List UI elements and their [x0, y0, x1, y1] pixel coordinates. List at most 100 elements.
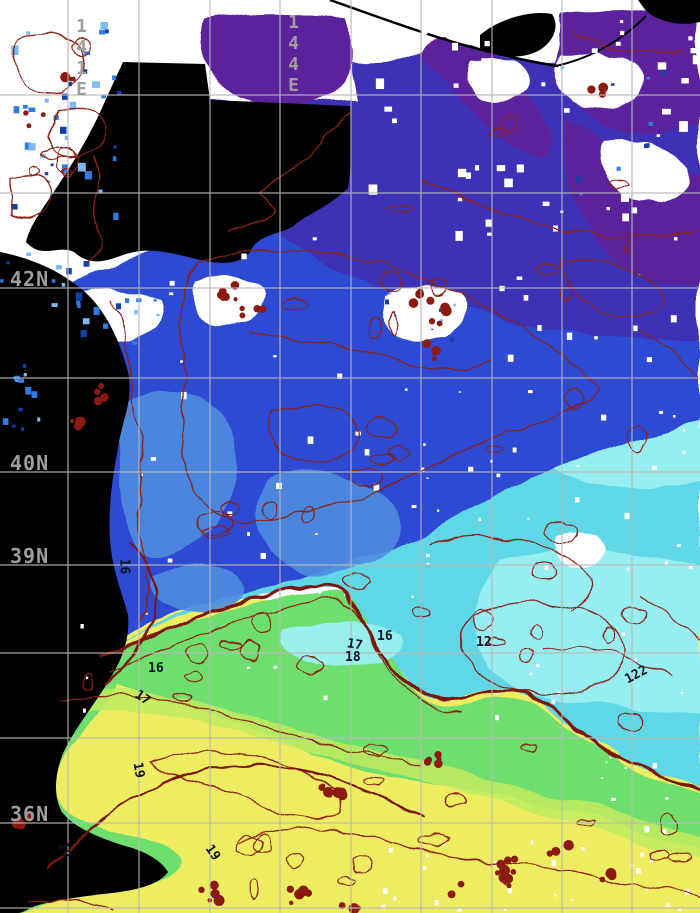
cold-speck — [28, 143, 36, 151]
cloud-speck — [644, 826, 650, 833]
contour-blob — [72, 38, 92, 57]
contour-blob — [388, 204, 414, 212]
cold-speck — [68, 81, 73, 87]
warm-anomaly-patch — [415, 289, 425, 299]
warm-anomaly-patch — [100, 393, 109, 402]
cloud-speck — [455, 230, 463, 241]
warm-anomaly-patch — [447, 890, 456, 899]
cold-speck — [648, 121, 654, 126]
cloud-speck — [478, 517, 482, 522]
cold-speck — [0, 279, 4, 283]
contour-blob — [342, 572, 370, 590]
contour-blob — [388, 311, 399, 335]
warm-anomaly-patch — [434, 750, 442, 759]
cloud-speck — [437, 509, 440, 512]
cold-speck — [51, 303, 58, 307]
cold-speck — [389, 291, 392, 295]
cloud-speck — [85, 676, 89, 680]
cold-speck — [385, 299, 389, 305]
cloud-speck — [600, 777, 604, 779]
warm-anomaly-patch — [431, 346, 441, 356]
contour-blob — [172, 692, 192, 702]
cold-speck — [56, 265, 62, 270]
latitude-label: 40N — [10, 451, 50, 475]
cloud-speck — [594, 336, 598, 340]
cloud-speck — [384, 106, 393, 112]
sst-contours — [11, 29, 700, 911]
cloud-speck — [633, 325, 638, 332]
contour-blob — [365, 416, 398, 439]
cloud-speck — [679, 121, 688, 132]
cloud-speck — [241, 253, 247, 260]
cloud-speck — [554, 894, 558, 897]
cloud-speck — [688, 566, 693, 569]
warm-anomaly-patch — [598, 82, 609, 93]
cold-speck — [21, 427, 25, 431]
warm-anomaly-patch — [425, 756, 433, 763]
cold-speck — [64, 135, 69, 140]
land-hokkaido — [26, 62, 352, 263]
cloud-speck — [682, 450, 686, 455]
cloud-speck — [441, 844, 445, 847]
warm-anomaly-patch — [93, 388, 101, 396]
contour-value-label: 16 — [377, 629, 393, 644]
contour-blob — [261, 501, 279, 520]
longitude-label: 144E — [283, 12, 304, 96]
contour-blob — [488, 638, 505, 647]
cloud-speck — [564, 108, 570, 113]
cold-speck — [50, 163, 54, 167]
cold-speck — [69, 101, 77, 111]
cold-speck — [450, 337, 455, 342]
contour-blob — [56, 147, 78, 176]
cold-speck — [44, 172, 49, 176]
warm-anomaly-patch — [304, 889, 313, 897]
cloud-speck — [485, 219, 492, 227]
cold-speck — [61, 282, 66, 287]
cloud-speck — [621, 632, 625, 636]
warm-anomaly-patch — [289, 900, 294, 905]
cold-speck — [18, 407, 23, 412]
cloud-speck — [275, 482, 282, 490]
warm-anomaly-patch — [239, 305, 245, 312]
cold-speck — [125, 298, 130, 304]
latitude-label: 36N — [10, 802, 50, 826]
warm-anomaly-patch — [587, 85, 596, 94]
contour-blob — [186, 643, 208, 665]
warm-anomaly-patch — [506, 883, 512, 889]
cloud-speck — [624, 766, 627, 769]
cloud-speck — [364, 449, 370, 456]
contour-blob — [529, 623, 543, 640]
warm-anomaly-patch — [428, 318, 436, 325]
cloud-speck — [666, 903, 670, 908]
contour-value-label: 19 — [54, 840, 74, 860]
cold-speck — [611, 83, 615, 86]
cold-speck — [453, 303, 456, 307]
cloud-speck — [580, 847, 585, 851]
cold-speck — [82, 318, 90, 325]
cloud-speck — [527, 518, 530, 520]
cloud-speck — [388, 847, 393, 853]
cloud-speck — [474, 165, 480, 171]
cloud-speck — [420, 467, 425, 472]
cold-speck — [46, 180, 51, 183]
cloud-speck — [544, 565, 549, 571]
cold-speck — [99, 29, 106, 35]
contour-blob — [363, 775, 384, 786]
cloud-speck — [453, 83, 459, 88]
cloud-speck — [659, 410, 664, 414]
cold-speck — [84, 171, 92, 180]
cloud-speck — [423, 443, 426, 446]
cold-speck — [103, 323, 109, 329]
contour-blob — [39, 147, 77, 159]
cloud-speck — [426, 554, 430, 558]
cloud-speck — [530, 53, 534, 58]
cold-speck — [31, 391, 38, 398]
cold-speck — [616, 166, 621, 171]
cold-speck — [18, 378, 25, 383]
contour-blob — [620, 607, 646, 623]
cold-speck — [44, 98, 49, 103]
cold-speck — [12, 424, 16, 428]
contour-blob — [286, 851, 305, 869]
